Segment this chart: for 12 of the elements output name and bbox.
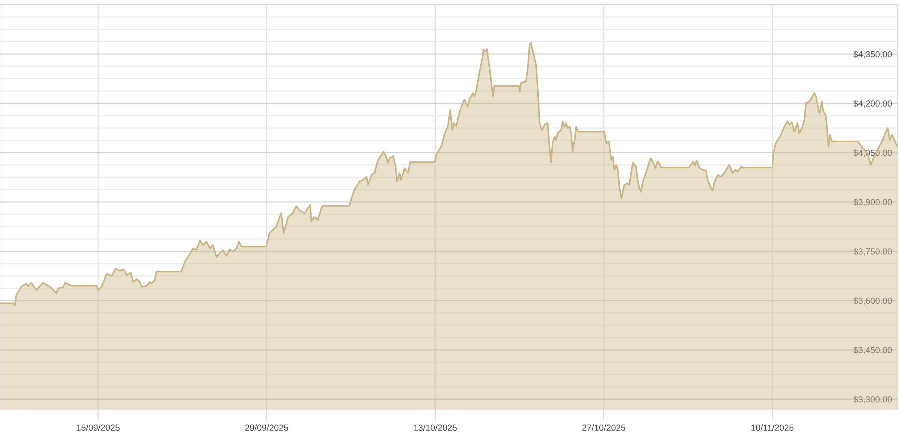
y-tick-label: $3,300.00 — [854, 396, 892, 404]
x-tick-label: 15/09/2025 — [77, 424, 120, 432]
y-tick-label: $4,200.00 — [854, 100, 892, 108]
x-tick-label: 27/10/2025 — [582, 424, 626, 432]
x-tick-label: 29/09/2025 — [245, 424, 288, 432]
y-tick-label: $4,350.00 — [854, 51, 892, 59]
y-tick-label: $3,600.00 — [854, 298, 892, 306]
y-tick-label: $3,450.00 — [854, 346, 892, 354]
y-tick-label: $3,900.00 — [854, 198, 892, 207]
x-tick-label: 10/11/2025 — [752, 424, 794, 432]
x-tick-label: 13/10/2025 — [414, 424, 457, 432]
y-tick-label: $3,750.00 — [854, 248, 892, 256]
